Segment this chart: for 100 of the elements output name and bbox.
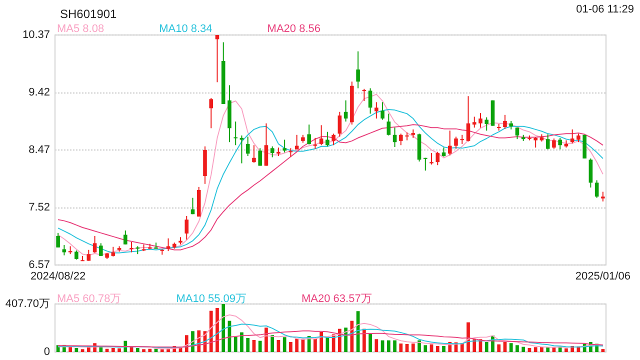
x-tick-label: 2024/08/22 bbox=[30, 270, 86, 282]
candlestick bbox=[258, 148, 262, 166]
candlestick bbox=[74, 250, 78, 260]
candlestick bbox=[270, 146, 274, 158]
candlestick bbox=[460, 134, 464, 144]
candlestick bbox=[478, 112, 482, 128]
candlestick bbox=[454, 136, 458, 150]
candlestick bbox=[534, 136, 538, 148]
x-tick-label: 2025/01/06 bbox=[575, 270, 630, 282]
candlestick bbox=[399, 133, 403, 146]
line-series bbox=[58, 314, 604, 350]
bar bbox=[270, 335, 274, 352]
bar bbox=[111, 348, 115, 352]
line-series bbox=[58, 330, 604, 348]
candlestick bbox=[99, 242, 103, 256]
candlestick bbox=[601, 191, 605, 202]
bar bbox=[142, 349, 146, 352]
y-tick-label: 407.70万 bbox=[5, 298, 50, 310]
candlestick bbox=[546, 134, 550, 150]
bar bbox=[399, 344, 403, 352]
bar bbox=[516, 345, 519, 352]
candlestick bbox=[282, 139, 286, 153]
candlestick bbox=[466, 96, 470, 142]
bar bbox=[418, 340, 421, 352]
bar bbox=[209, 310, 213, 352]
bar bbox=[472, 339, 476, 352]
candlestick bbox=[326, 131, 330, 147]
bar bbox=[314, 338, 317, 352]
candlestick bbox=[405, 132, 409, 141]
candlestick bbox=[124, 230, 128, 245]
candlestick bbox=[356, 50, 360, 89]
bar bbox=[540, 346, 544, 352]
bar bbox=[393, 340, 396, 352]
bar bbox=[222, 304, 226, 352]
text: 01-06 11:29 bbox=[576, 4, 634, 16]
candlestick bbox=[209, 97, 214, 129]
candlestick bbox=[313, 137, 318, 150]
candlestick bbox=[380, 102, 384, 120]
bar bbox=[411, 344, 415, 352]
candlestick bbox=[515, 127, 520, 140]
candlestick bbox=[62, 244, 66, 256]
candlestick bbox=[552, 138, 556, 150]
candlestick bbox=[374, 102, 378, 120]
text: MA20 8.56 bbox=[267, 23, 320, 35]
candlestick bbox=[368, 88, 372, 114]
text: MA5 60.78万 bbox=[57, 293, 122, 305]
candlestick bbox=[332, 133, 336, 146]
bar bbox=[234, 336, 238, 352]
candlestick bbox=[92, 235, 97, 254]
candlestick bbox=[472, 116, 476, 128]
line-series bbox=[58, 324, 604, 348]
candlestick bbox=[184, 215, 189, 240]
bar bbox=[564, 348, 568, 352]
chart-title: SH601901 bbox=[60, 7, 118, 21]
bar bbox=[148, 348, 152, 352]
text: MA20 63.57万 bbox=[302, 293, 372, 305]
candlestick bbox=[338, 111, 342, 138]
candlestick bbox=[252, 144, 256, 164]
bar bbox=[264, 328, 268, 352]
bar bbox=[442, 346, 446, 352]
bar bbox=[246, 338, 250, 352]
bar bbox=[386, 340, 390, 352]
y-tick-label: 6.57 bbox=[28, 259, 50, 271]
bar bbox=[74, 348, 78, 352]
y-tick-label: 10.37 bbox=[22, 29, 50, 41]
candlestick bbox=[582, 134, 586, 159]
candlestick bbox=[56, 232, 60, 248]
bar bbox=[368, 334, 372, 352]
y-tick-label: 0 bbox=[44, 346, 50, 358]
y-tick-label: 8.47 bbox=[28, 144, 50, 156]
candlestick bbox=[558, 137, 562, 150]
candlestick bbox=[86, 249, 91, 262]
candlestick bbox=[436, 151, 440, 166]
bar bbox=[68, 346, 72, 352]
candlestick bbox=[264, 122, 268, 166]
text: MA5 8.08 bbox=[57, 23, 104, 35]
bar bbox=[497, 344, 501, 352]
candlestick bbox=[503, 114, 507, 130]
candlestick bbox=[594, 180, 599, 198]
candlestick bbox=[344, 100, 348, 122]
candlestick bbox=[484, 116, 489, 132]
candlestick bbox=[386, 113, 391, 136]
bar bbox=[289, 342, 292, 352]
candlestick bbox=[234, 121, 238, 146]
bar bbox=[534, 347, 538, 352]
candlestick bbox=[362, 88, 366, 102]
candlestick bbox=[166, 238, 170, 252]
bar bbox=[601, 349, 605, 352]
candlestick bbox=[423, 157, 428, 172]
bar bbox=[136, 348, 140, 352]
bar bbox=[216, 308, 219, 352]
bar bbox=[350, 320, 354, 352]
bar bbox=[374, 339, 378, 352]
bar bbox=[295, 338, 299, 352]
bar bbox=[240, 332, 244, 352]
candlestick bbox=[319, 124, 324, 146]
bar bbox=[558, 346, 562, 352]
bar bbox=[424, 345, 428, 352]
bar bbox=[86, 347, 90, 352]
bar bbox=[320, 332, 323, 352]
